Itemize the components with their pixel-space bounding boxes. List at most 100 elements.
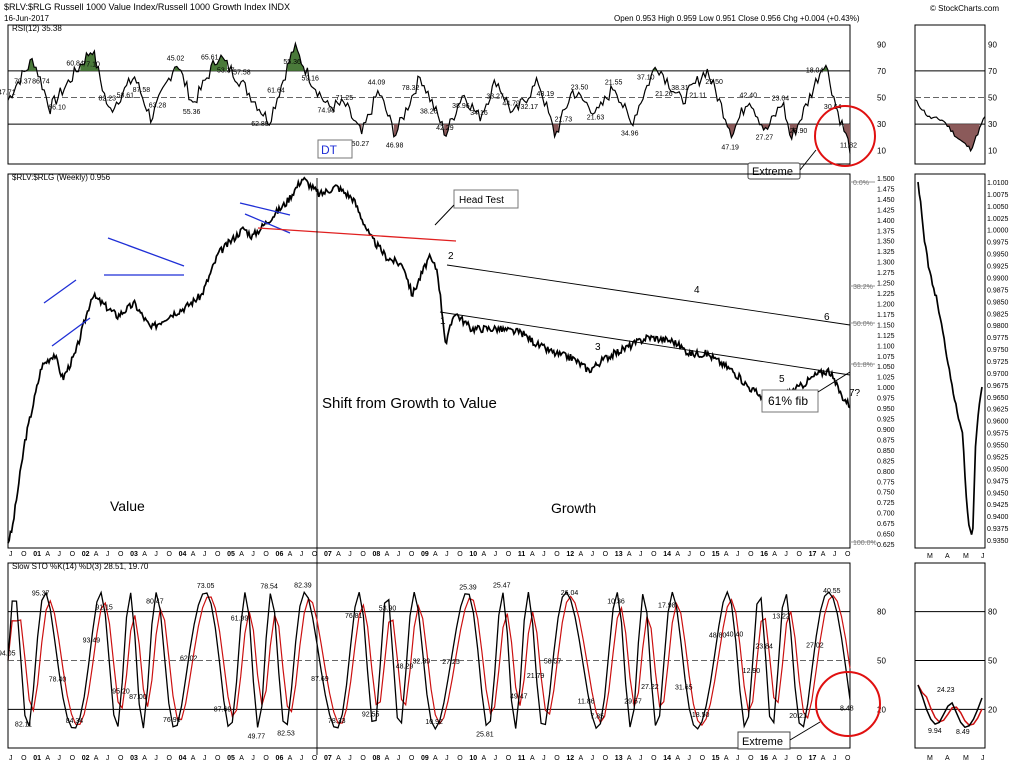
- price-x-label: 08: [372, 551, 380, 558]
- price-x-label: J: [300, 551, 304, 558]
- price-x-label: J: [591, 551, 595, 558]
- rsi-overbought-fill: [211, 55, 227, 71]
- price-side-panel-frame: [914, 173, 986, 549]
- price-tick-label: 1.500: [877, 176, 895, 183]
- sto-value-label: 49.77: [248, 733, 266, 740]
- price-tick-label: 1.000: [877, 385, 895, 392]
- rsi-overbought-fill: [80, 51, 99, 71]
- sto-x-label: O: [215, 755, 221, 762]
- sto-x-label: O: [554, 755, 560, 762]
- rsi-value-label: 37.10: [637, 74, 655, 81]
- price-x-label: O: [506, 551, 512, 558]
- price-x-label: O: [651, 551, 657, 558]
- side-price-tick: 0.9575: [987, 431, 1009, 438]
- sto-value-label: 29.57: [624, 699, 642, 706]
- price-tick-label: 0.750: [877, 490, 895, 497]
- price-x-label: J: [203, 551, 207, 558]
- price-tick-label: 1.125: [877, 333, 895, 340]
- shift-label: Shift from Growth to Value: [322, 395, 497, 412]
- rsi-value-label: 43.19: [537, 91, 555, 98]
- price-tick-label: 0.675: [877, 521, 895, 528]
- price-x-label: A: [191, 551, 196, 558]
- price-x-label: J: [106, 551, 110, 558]
- sto-x-label: A: [239, 755, 244, 762]
- sto-x-label: 15: [712, 755, 720, 762]
- rsi-side-line: [914, 99, 986, 153]
- sto-x-label: J: [445, 755, 449, 762]
- sto-x-label: O: [409, 755, 415, 762]
- fib-level-label: 38.2%: [853, 284, 873, 291]
- sto-value-label: 27.22: [641, 684, 659, 691]
- sto-x-label: 09: [421, 755, 429, 762]
- rsi-value-label: 79.37: [14, 79, 32, 86]
- sto-x-label: A: [433, 755, 438, 762]
- sto-x-label: O: [70, 755, 76, 762]
- blue-trendline: [107, 237, 185, 267]
- rsi-value-label: 78.32: [402, 85, 420, 92]
- head-test-box: [453, 189, 519, 209]
- sto-value-label: 13.22: [772, 614, 790, 621]
- price-x-label: O: [70, 551, 76, 558]
- price-tick-label: 1.225: [877, 291, 895, 298]
- price-tick-label: 0.800: [877, 469, 895, 476]
- rsi-tick-label: 30: [877, 120, 886, 129]
- sto-value-label: 62.02: [180, 656, 198, 663]
- sto-value-label: 20.21: [789, 713, 807, 720]
- price-tick-label: 0.725: [877, 500, 895, 507]
- side-price-tick: 0.9875: [987, 287, 1009, 294]
- blue-trendline: [43, 279, 77, 304]
- ohlc-readout: Open 0.953 High 0.959 Low 0.951 Close 0.…: [614, 14, 860, 23]
- side-price-tick: 0.9800: [987, 323, 1009, 330]
- rsi-value-label: 50.27: [352, 141, 370, 148]
- price-x-label: J: [57, 551, 61, 558]
- price-tick-label: 0.650: [877, 532, 895, 539]
- side-price-tick: 0.9350: [987, 538, 1009, 545]
- rsi-value-label: 38.96: [452, 103, 470, 110]
- price-x-label: A: [482, 551, 487, 558]
- rsi-overbought-fill: [287, 43, 304, 71]
- price-x-label: J: [445, 551, 449, 558]
- price-tick-label: 0.975: [877, 396, 895, 403]
- price-x-label: A: [336, 551, 341, 558]
- side-price-tick: 1.0000: [987, 228, 1009, 235]
- rsi-tick-label: 70: [877, 67, 886, 76]
- rsi-side-panel-frame: [914, 24, 986, 165]
- sto-title: Slow STO %K(14) %D(3) 28.51, 19.70: [12, 562, 149, 571]
- side-price-tick: 0.9675: [987, 383, 1009, 390]
- sto-side-label: 24.23: [937, 687, 955, 694]
- rsi-value-label: 60.84: [66, 61, 84, 68]
- rsi-oversold-fill: [844, 124, 850, 154]
- price-tick-label: 1.325: [877, 249, 895, 256]
- price-tick-label: 1.050: [877, 364, 895, 371]
- price-x-label: O: [748, 551, 754, 558]
- side-price-tick: 0.9600: [987, 419, 1009, 426]
- rsi-value-label: 38.26: [420, 109, 438, 116]
- fib-callout-box: [761, 389, 819, 413]
- sto-value-label: 92.55: [362, 711, 380, 718]
- sto-x-label: A: [288, 755, 293, 762]
- price-x-label: O: [845, 551, 851, 558]
- sto-x-label: J: [348, 755, 352, 762]
- dt-label: DT: [321, 143, 338, 157]
- rsi-oversold-fill: [393, 124, 398, 137]
- sto-x-label: 07: [324, 755, 332, 762]
- wave-label: 3: [595, 342, 601, 353]
- side-price-tick: 0.9700: [987, 371, 1009, 378]
- sto-value-label: 12.90: [743, 668, 761, 675]
- side-price-tick: 0.9950: [987, 252, 1009, 259]
- price-x-label: 07: [324, 551, 332, 558]
- side-price-tick: 1.0050: [987, 204, 1009, 211]
- sto-value-label: 21.79: [527, 673, 545, 680]
- sto-x-label: O: [360, 755, 366, 762]
- sto-x-label: 01: [33, 755, 41, 762]
- growth-label: Growth: [551, 500, 596, 516]
- fib-level-label: 100.0%: [853, 540, 877, 547]
- sto-x-label: 10: [469, 755, 477, 762]
- sto-x-label: A: [627, 755, 632, 762]
- wave-label: 4: [694, 285, 700, 296]
- sto-value-label: 10.36: [607, 598, 625, 605]
- price-tick-label: 0.775: [877, 479, 895, 486]
- rsi-side-oversold-fill: [947, 124, 980, 151]
- sto-side-panel-frame: [914, 562, 986, 749]
